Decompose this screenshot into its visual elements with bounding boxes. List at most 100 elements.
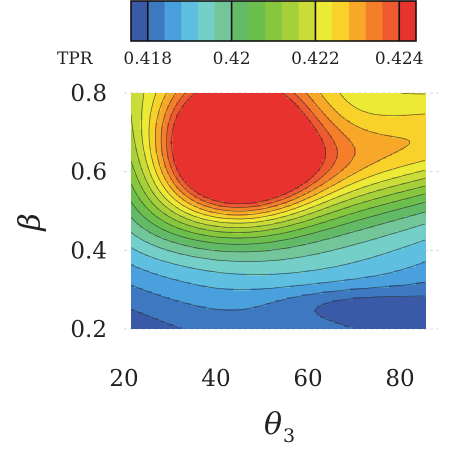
contour-cell <box>413 189 417 193</box>
contour-cell <box>389 228 393 232</box>
contour-cell <box>383 108 387 112</box>
contour-cell <box>356 171 360 175</box>
contour-cell <box>221 180 225 184</box>
contour-cell <box>371 222 375 226</box>
contour-cell <box>173 219 177 223</box>
contour-cell <box>389 198 393 202</box>
contour-cell <box>245 222 249 226</box>
contour-cell <box>368 210 372 214</box>
contour-cell <box>161 243 165 247</box>
contour-cell <box>392 150 396 154</box>
contour-cell <box>143 189 147 193</box>
contour-cell <box>317 171 321 175</box>
contour-cell <box>329 138 333 142</box>
contour-cell <box>392 174 396 178</box>
contour-cell <box>188 114 192 118</box>
contour-cell <box>377 99 381 103</box>
contour-cell <box>230 108 234 112</box>
contour-cell <box>203 114 207 118</box>
contour-cell <box>227 225 231 229</box>
contour-cell <box>407 225 411 229</box>
contour-cell <box>293 225 297 229</box>
contour-cell <box>311 108 315 112</box>
contour-cell <box>200 123 204 127</box>
contour-cell <box>356 102 360 106</box>
contour-cell <box>152 189 156 193</box>
contour-cell <box>404 237 408 241</box>
contour-cell <box>248 147 252 151</box>
contour-cell <box>233 168 237 172</box>
contour-cell <box>413 135 417 139</box>
contour-cell <box>377 240 381 244</box>
contour-cell <box>188 126 192 130</box>
contour-cell <box>359 96 363 100</box>
contour-cell <box>323 147 327 151</box>
contour-cell <box>137 195 141 199</box>
contour-cell <box>341 156 345 160</box>
contour-cell <box>140 231 144 235</box>
contour-cell <box>209 204 213 208</box>
contour-cell <box>203 237 207 241</box>
contour-cell <box>419 201 423 205</box>
contour-cell <box>185 159 189 163</box>
contour-cell <box>143 171 147 175</box>
contour-cell <box>332 108 336 112</box>
contour-cell <box>230 162 234 166</box>
contour-cell <box>257 108 261 112</box>
contour-cell <box>203 138 207 142</box>
contour-cell <box>401 153 405 157</box>
contour-cell <box>221 117 225 121</box>
contour-cell <box>209 108 213 112</box>
contour-cell <box>140 207 144 211</box>
contour-cell <box>398 195 402 199</box>
contour-cell <box>272 105 276 109</box>
contour-cell <box>404 198 408 202</box>
contour-cell <box>260 120 264 124</box>
contour-cell <box>296 141 300 145</box>
contour-cell <box>380 141 384 145</box>
contour-cell <box>143 120 147 124</box>
contour-cell <box>134 132 138 136</box>
contour-cell <box>326 192 330 196</box>
contour-cell <box>320 219 324 223</box>
contour-cell <box>179 117 183 121</box>
contour-cell <box>284 141 288 145</box>
contour-cell <box>143 168 147 172</box>
contour-cell <box>305 144 309 148</box>
contour-cell <box>389 126 393 130</box>
contour-cell <box>266 192 270 196</box>
contour-cell <box>332 216 336 220</box>
contour-cell <box>410 132 414 136</box>
contour-cell <box>248 144 252 148</box>
contour-cell <box>410 189 414 193</box>
contour-cell <box>146 186 150 190</box>
contour-cell <box>422 111 426 115</box>
contour-cell <box>218 138 222 142</box>
contour-cell <box>140 102 144 106</box>
contour-cell <box>173 177 177 181</box>
contour-cell <box>401 225 405 229</box>
contour-cell <box>320 234 324 238</box>
contour-cell <box>416 228 420 232</box>
contour-cell <box>209 231 213 235</box>
contour-cell <box>191 177 195 181</box>
contour-cell <box>176 180 180 184</box>
contour-cell <box>380 120 384 124</box>
contour-cell <box>242 117 246 121</box>
contour-cell <box>200 120 204 124</box>
contour-cell <box>356 216 360 220</box>
contour-cell <box>134 138 138 142</box>
contour-cell <box>239 222 243 226</box>
contour-cell <box>248 240 252 244</box>
contour-cell <box>158 111 162 115</box>
contour-cell <box>251 204 255 208</box>
contour-cell <box>314 198 318 202</box>
contour-cell <box>176 117 180 121</box>
contour-cell <box>263 159 267 163</box>
contour-cell <box>146 93 150 97</box>
contour-cell <box>146 123 150 127</box>
contour-cell <box>167 186 171 190</box>
contour-cell <box>386 174 390 178</box>
contour-cell <box>332 99 336 103</box>
contour-cell <box>194 132 198 136</box>
